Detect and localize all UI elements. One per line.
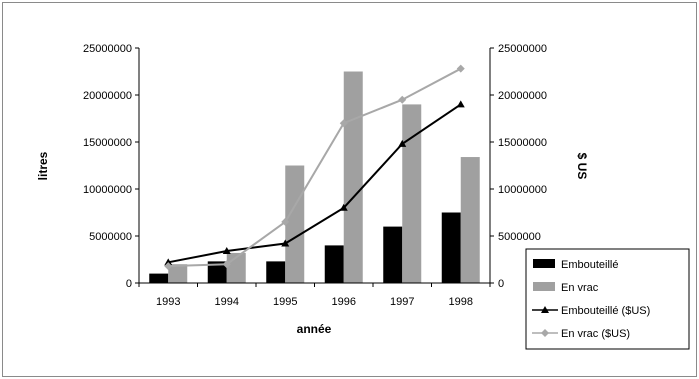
y-right-axis-title: $ US bbox=[575, 153, 589, 180]
bar-embouteille-1997 bbox=[383, 226, 403, 283]
x-tick-label: 1995 bbox=[273, 296, 297, 308]
point-en-vrac-usd-1996 bbox=[339, 119, 348, 128]
x-tick-label: 1993 bbox=[156, 296, 180, 308]
point-embouteille-usd-1998 bbox=[456, 100, 465, 108]
y-left-tick-label: 25000000 bbox=[83, 43, 132, 55]
x-tick-label: 1994 bbox=[215, 296, 239, 308]
y-right-tick-label: 25000000 bbox=[498, 43, 547, 55]
point-embouteille-usd-1993 bbox=[164, 258, 173, 266]
legend: Embouteillé En vrac Embouteillé ($US) En… bbox=[525, 248, 690, 350]
point-en-vrac-usd-1997 bbox=[398, 95, 407, 104]
y-right-tick-label: 20000000 bbox=[498, 90, 547, 102]
legend-marker-embouteille-usd bbox=[541, 306, 549, 313]
y-left-tick-label: 20000000 bbox=[83, 90, 132, 102]
y-right-tick-label: 5000000 bbox=[498, 231, 541, 243]
y-right-tick-label: 15000000 bbox=[498, 137, 547, 149]
bar-en-vrac-1997 bbox=[402, 104, 422, 284]
point-en-vrac-usd-1995 bbox=[281, 217, 290, 226]
y-left-axis-title: litres bbox=[36, 151, 50, 180]
point-en-vrac-usd-1998 bbox=[456, 64, 465, 73]
chart-canvas: 0 5000000 10000000 15000000 20000000 25000000… bbox=[36, 43, 690, 350]
line-embouteille-usd bbox=[168, 103, 462, 264]
legend-label-embouteille: Embouteillé bbox=[561, 259, 618, 271]
legend-label-embouteille-usd: Embouteillé ($US) bbox=[561, 305, 650, 317]
line-en-vrac-usd bbox=[168, 67, 462, 268]
bar-en-vrac-1995 bbox=[285, 165, 305, 283]
point-en-vrac-usd-1993 bbox=[164, 262, 173, 271]
point-embouteille-usd-1995 bbox=[281, 239, 290, 247]
bar-en-vrac-1996 bbox=[343, 71, 363, 283]
y-right-tick-label: 10000000 bbox=[498, 184, 547, 196]
y-left-tick-label: 5000000 bbox=[89, 231, 132, 243]
bar-embouteille-1995 bbox=[266, 261, 286, 283]
legend-swatch-en-vrac bbox=[533, 282, 555, 291]
bar-embouteille-1993 bbox=[149, 273, 169, 283]
y-left-tick-label: 0 bbox=[126, 278, 132, 290]
point-embouteille-usd-1994 bbox=[222, 247, 231, 255]
point-embouteille-usd-1997 bbox=[398, 139, 407, 147]
y-left-tick-label: 15000000 bbox=[83, 137, 132, 149]
bar-embouteille-1994 bbox=[207, 261, 227, 283]
point-en-vrac-usd-1994 bbox=[222, 260, 231, 269]
legend-label-en-vrac-usd: En vrac ($US) bbox=[561, 328, 630, 340]
x-tick-label: 1996 bbox=[332, 296, 356, 308]
legend-swatch-embouteille bbox=[533, 259, 555, 268]
bar-embouteille-1996 bbox=[324, 245, 344, 283]
legend-marker-en-vrac-usd bbox=[541, 329, 549, 337]
y-right-tick-label: 0 bbox=[498, 278, 504, 290]
bar-en-vrac-1998 bbox=[460, 157, 480, 283]
bar-embouteille-1998 bbox=[441, 212, 461, 283]
x-tick-label: 1997 bbox=[390, 296, 414, 308]
y-left-tick-label: 10000000 bbox=[83, 184, 132, 196]
legend-label-en-vrac: En vrac bbox=[561, 282, 599, 294]
x-axis-title: année bbox=[297, 322, 332, 336]
point-embouteille-usd-1996 bbox=[339, 203, 348, 211]
x-tick-label: 1998 bbox=[449, 296, 473, 308]
bar-en-vrac-1993 bbox=[168, 264, 188, 283]
